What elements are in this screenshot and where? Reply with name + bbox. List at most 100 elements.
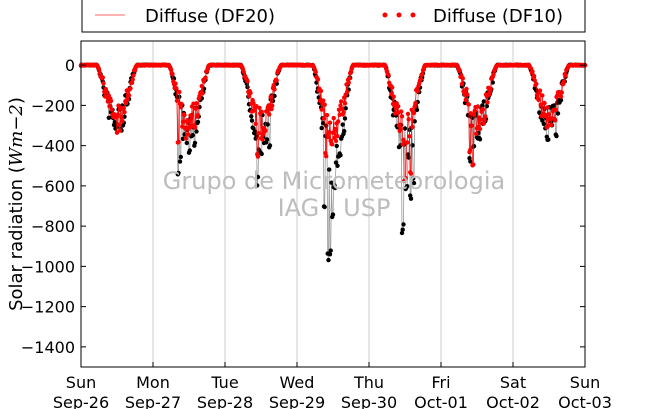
data-point: [251, 101, 256, 106]
data-point: [471, 144, 477, 149]
data-point: [264, 108, 270, 114]
data-point: [125, 97, 130, 102]
legend-label-df10: Diffuse (DF10): [433, 6, 563, 27]
data-point: [401, 137, 406, 142]
data-point: [168, 67, 174, 72]
data-point: [264, 137, 270, 142]
data-point: [100, 75, 106, 80]
data-point: [531, 73, 537, 79]
data-point: [532, 78, 537, 83]
axes: SunSep-26MonSep-27TueSep-28WedSep-29ThuS…: [21, 56, 612, 409]
data-point: [414, 107, 420, 113]
data-point: [342, 129, 347, 134]
data-point: [259, 109, 264, 115]
data-point: [555, 111, 561, 116]
x-tick-label-date: Oct-01: [414, 393, 468, 409]
data-point: [399, 109, 404, 114]
data-point: [200, 91, 205, 96]
data-point: [328, 248, 333, 253]
data-point: [195, 119, 201, 125]
data-point: [245, 84, 250, 90]
data-point: [176, 139, 181, 145]
data-point: [396, 104, 401, 109]
data-layer: [78, 62, 588, 263]
data-point: [268, 94, 273, 100]
data-point: [466, 102, 471, 107]
data-point: [464, 86, 469, 92]
data-point: [396, 123, 402, 128]
data-point: [177, 159, 183, 164]
x-tick-label-day: Wed: [280, 373, 315, 392]
data-point: [194, 129, 199, 134]
data-point: [319, 125, 324, 131]
data-point: [131, 73, 136, 78]
data-point: [199, 83, 204, 89]
x-tick-label-date: Sep-26: [53, 393, 109, 409]
data-point: [174, 98, 180, 104]
data-point: [477, 137, 483, 142]
data-point: [170, 71, 175, 77]
data-point: [249, 114, 254, 119]
data-point: [318, 88, 324, 94]
data-point: [408, 171, 414, 176]
data-point: [260, 137, 265, 142]
data-point: [330, 130, 336, 135]
data-point: [174, 86, 179, 91]
data-point: [255, 183, 260, 188]
data-point: [121, 106, 127, 111]
data-point: [178, 105, 183, 110]
data-point: [541, 121, 546, 127]
data-point: [327, 130, 332, 135]
data-point: [108, 98, 114, 104]
data-point: [536, 97, 541, 103]
data-point: [184, 140, 189, 146]
data-point: [315, 77, 321, 82]
data-point: [342, 116, 348, 121]
data-point: [176, 170, 181, 176]
data-point: [469, 123, 474, 128]
data-point: [330, 212, 336, 217]
plot-frame: [80, 40, 586, 368]
data-point: [554, 133, 559, 139]
data-point: [187, 148, 192, 153]
data-point: [333, 126, 338, 132]
data-point: [400, 142, 405, 147]
data-point: [339, 106, 345, 112]
data-point: [101, 81, 106, 86]
data-point: [561, 79, 567, 84]
x-tick-label-day: Sun: [570, 373, 600, 392]
x-tick-label-day: Fri: [431, 373, 450, 392]
data-point: [395, 110, 400, 115]
y-tick-label: −800: [31, 217, 75, 236]
data-point: [269, 106, 274, 112]
data-point: [534, 81, 539, 87]
data-point: [180, 119, 186, 125]
data-point: [190, 133, 195, 138]
data-point: [540, 93, 545, 98]
data-point: [186, 132, 191, 137]
data-point: [241, 69, 246, 75]
data-point: [335, 134, 340, 139]
data-point: [490, 80, 495, 85]
legend-marker-df10-a: [382, 12, 388, 18]
data-point: [537, 88, 543, 93]
data-point: [265, 122, 270, 127]
data-point: [406, 117, 411, 122]
legend-frame: [81, 0, 586, 33]
data-point: [270, 103, 275, 108]
data-point: [248, 90, 253, 96]
data-point: [322, 204, 327, 210]
data-point: [553, 107, 558, 112]
data-point: [192, 140, 198, 146]
data-point: [549, 122, 554, 128]
data-point: [477, 126, 483, 132]
data-point: [130, 77, 135, 82]
x-tick-label-day: Tue: [210, 373, 238, 392]
data-point: [400, 227, 405, 232]
x-tick-label-date: Sep-27: [125, 393, 181, 409]
data-point: [546, 112, 552, 117]
data-point: [481, 121, 486, 126]
data-point: [186, 119, 192, 124]
data-point: [324, 112, 330, 118]
